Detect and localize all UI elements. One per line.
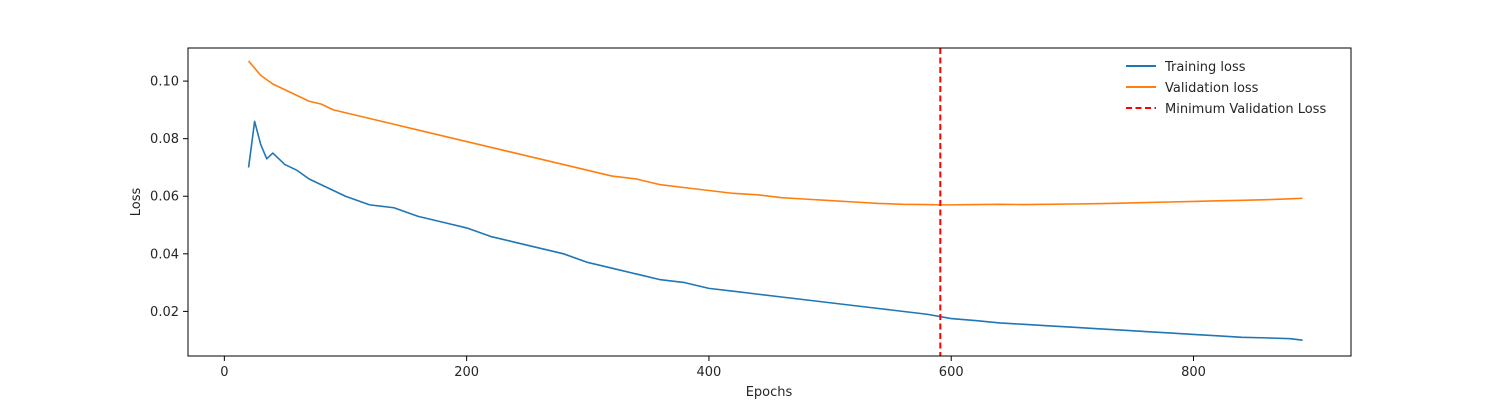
plot-area: [247, 48, 1303, 356]
y-tick-label: 0.06: [150, 190, 179, 205]
x-tick-label: 600: [939, 365, 964, 380]
axes-frame: [187, 47, 1352, 357]
series-line-validation-loss: [247, 60, 1303, 206]
x-axis-label: Epochs: [746, 385, 793, 400]
legend: Training loss Validation loss Minimum Va…: [1126, 60, 1326, 117]
y-tick-label: 0.04: [150, 247, 179, 262]
series-layer: [247, 48, 1303, 356]
y-tick-label: 0.10: [150, 75, 179, 90]
x-tick-label: 400: [697, 365, 722, 380]
x-axis-ticks: 0 200 400 600 800: [220, 356, 1206, 380]
legend-label-training: Training loss: [1164, 60, 1246, 75]
x-tick-label: 0: [220, 365, 228, 380]
legend-label-validation: Validation loss: [1165, 81, 1259, 96]
y-tick-label: 0.08: [150, 132, 179, 147]
y-tick-label: 0.02: [150, 305, 179, 320]
series-line-training-loss: [247, 120, 1303, 341]
x-tick-label: 800: [1181, 365, 1206, 380]
x-tick-label: 200: [454, 365, 479, 380]
y-axis-ticks: 0.02 0.04 0.06 0.08 0.10: [150, 75, 188, 320]
y-axis-label: Loss: [129, 188, 144, 217]
legend-label-min-val: Minimum Validation Loss: [1165, 102, 1326, 117]
